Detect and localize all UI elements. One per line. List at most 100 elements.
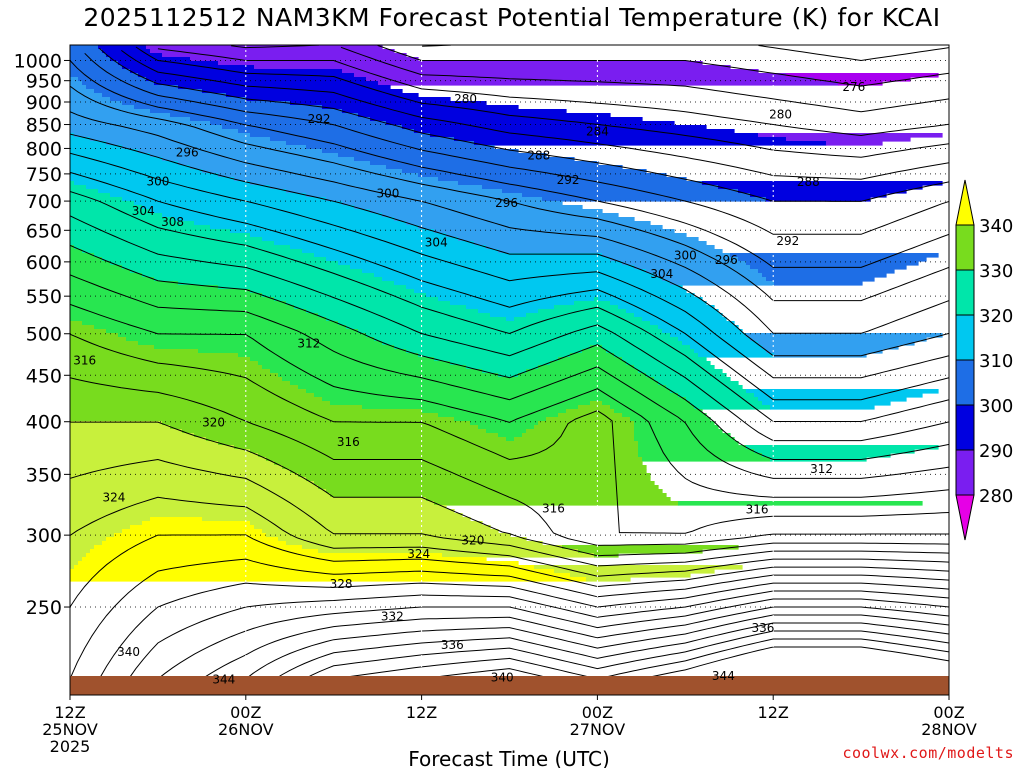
theta-band-cell	[182, 429, 487, 434]
theta-band-cell	[70, 177, 235, 182]
theta-band-cell	[70, 417, 455, 422]
contour-label: 276	[842, 80, 865, 94]
theta-band-cell	[154, 277, 383, 282]
theta-band-cell	[670, 281, 775, 286]
theta-band-cell	[142, 205, 355, 210]
theta-band-cell	[686, 397, 759, 402]
theta-band-cell	[178, 161, 371, 166]
theta-band-cell	[70, 389, 307, 394]
theta-band-cell	[422, 409, 567, 414]
theta-band-cell	[738, 189, 907, 194]
theta-band-cell	[78, 77, 147, 82]
theta-band-cell	[70, 141, 107, 146]
theta-band-cell	[70, 525, 131, 530]
theta-band-cell	[314, 253, 603, 258]
theta-band-cell	[250, 233, 447, 238]
isentrope-line	[98, 47, 949, 202]
theta-band-cell	[766, 349, 883, 354]
isentrope-line	[70, 303, 949, 498]
theta-band-cell	[646, 373, 727, 378]
theta-band-cell	[606, 349, 695, 354]
theta-band-cell	[70, 429, 183, 434]
theta-band-cell	[694, 405, 771, 410]
y-axis: 2503003504004505005506006507007508008509…	[14, 50, 70, 619]
theta-band-cell	[110, 193, 307, 198]
theta-band-cell	[610, 301, 707, 306]
theta-band-cell	[538, 365, 635, 370]
x-tick-label: 12Z	[54, 703, 85, 722]
theta-band-cell	[418, 225, 663, 230]
theta-band-cell	[362, 405, 579, 410]
theta-band-cell	[70, 517, 151, 522]
theta-band-cell	[602, 401, 691, 406]
theta-band-cell	[70, 297, 275, 302]
theta-band-cell	[838, 81, 883, 86]
theta-band-cell	[174, 217, 395, 222]
y-tick-label: 950	[26, 71, 62, 93]
theta-band-cell	[630, 417, 711, 422]
theta-band-cell	[554, 305, 619, 310]
theta-band-cell	[70, 125, 223, 130]
theta-band-cell	[162, 157, 355, 162]
theta-band-cell	[434, 229, 675, 234]
theta-band-cell	[70, 269, 131, 274]
theta-band-cell	[70, 433, 195, 438]
theta-band-cell	[522, 193, 751, 198]
theta-band-cell	[378, 81, 839, 86]
theta-band-cell	[762, 345, 899, 350]
theta-band-cell	[90, 549, 319, 554]
theta-band-cell	[766, 277, 875, 282]
theta-band-cell	[230, 229, 435, 234]
theta-band-cell	[70, 465, 283, 470]
theta-band-cell	[70, 93, 103, 98]
theta-band-cell	[70, 317, 327, 322]
isentrope-line	[304, 638, 949, 695]
theta-band-cell	[650, 321, 735, 326]
theta-band-cell	[238, 129, 415, 134]
colorbar-label: 330	[979, 261, 1013, 282]
theta-band-cell	[94, 325, 347, 330]
theta-band-cell	[70, 53, 107, 58]
theta-band-cell	[70, 501, 435, 506]
colorbar-segment	[955, 404, 975, 451]
theta-band-cell	[70, 205, 143, 210]
theta-band-cell	[70, 345, 155, 350]
theta-band-cell	[394, 345, 591, 350]
ground-surface-bar	[70, 676, 949, 695]
contour-label: 344	[712, 669, 735, 683]
contour-label: 280	[454, 92, 477, 106]
contour-fill-layer	[70, 45, 943, 582]
theta-band-cell	[550, 361, 627, 366]
theta-band-cell	[270, 369, 483, 374]
theta-band-cell	[762, 401, 891, 406]
contour-label: 324	[407, 547, 430, 561]
theta-band-cell	[598, 297, 703, 302]
contour-label: 296	[176, 145, 199, 159]
theta-band-cell	[642, 457, 771, 462]
theta-band-cell	[102, 49, 151, 54]
theta-band-cell	[70, 505, 447, 510]
theta-band-cell	[70, 445, 235, 450]
isentrope-line	[150, 598, 949, 689]
theta-band-cell	[754, 393, 923, 398]
theta-band-cell	[70, 169, 203, 174]
dotted-grid	[70, 45, 949, 695]
y-tick-label: 250	[26, 597, 62, 619]
theta-band-cell	[70, 137, 91, 142]
theta-band-cell	[218, 285, 407, 290]
theta-band-cell	[678, 337, 751, 342]
isentrope-line	[70, 111, 949, 334]
theta-band-cell	[70, 293, 263, 298]
theta-band-cell	[178, 85, 391, 90]
theta-band-cell	[634, 433, 731, 438]
theta-band-cell	[366, 77, 815, 82]
theta-band-cell	[154, 81, 379, 86]
theta-band-cell	[342, 201, 563, 206]
colorbar-segment	[955, 359, 975, 406]
theta-band-cell	[70, 161, 179, 166]
theta-band-cell	[70, 473, 299, 478]
theta-band-cell	[382, 213, 619, 218]
theta-band-cell	[506, 437, 515, 442]
theta-band-cell	[610, 405, 695, 410]
theta-band-cell	[70, 85, 87, 90]
